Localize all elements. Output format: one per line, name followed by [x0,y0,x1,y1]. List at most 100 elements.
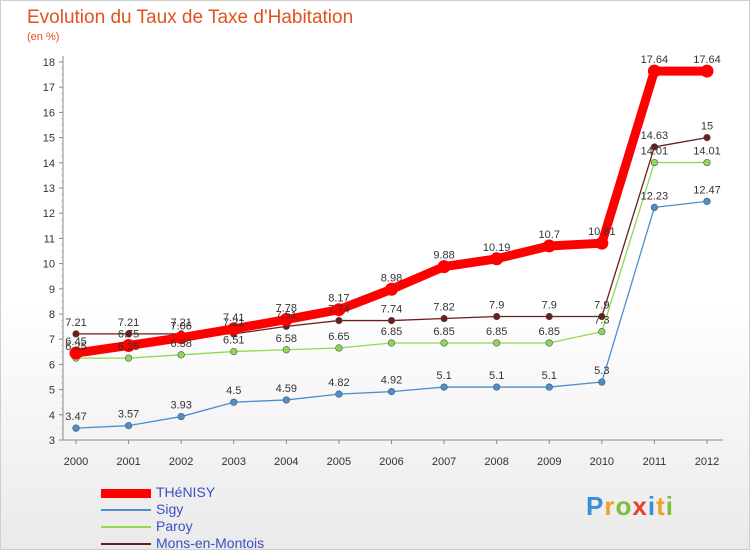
y-tick-label: 4 [49,410,55,422]
data-point-3 [124,330,133,338]
data-point-2 [493,339,501,347]
data-label: 6.51 [223,335,244,347]
x-tick-label: 2009 [537,456,561,468]
data-point-2 [440,339,448,347]
legend-item: Mons-en-Montois [101,535,401,552]
data-point-1 [72,424,80,432]
data-label: 3.57 [118,409,139,421]
data-point-2 [335,344,343,352]
legend-item: THéNISY [101,484,401,501]
data-label: 15 [701,121,713,133]
data-label: 7.9 [542,300,557,312]
x-tick-label: 2004 [274,456,298,468]
x-tick-label: 2008 [484,456,508,468]
logo-letter: t [656,491,666,521]
data-label: 7.51 [276,309,297,321]
data-point-1 [335,390,343,398]
legend-label: THéNISY [156,484,216,500]
x-tick-label: 2001 [116,456,140,468]
data-point-3 [440,314,448,323]
y-tick-label: 14 [43,158,55,170]
data-point-0 [595,236,609,250]
data-point-3 [72,330,80,338]
data-label: 6.85 [381,326,402,338]
data-label: 8.17 [328,293,349,305]
data-point-3 [493,312,501,321]
legend-swatch [101,543,151,545]
data-label: 7.3 [594,315,609,327]
x-tick-label: 2007 [432,456,456,468]
x-tick-label: 2012 [695,456,719,468]
y-tick-label: 16 [43,107,55,119]
data-point-0 [437,260,451,274]
y-tick-label: 17 [43,82,55,94]
data-label: 7.74 [328,304,349,316]
data-label: 6.85 [433,326,454,338]
data-label: 4.92 [381,375,402,387]
y-tick-label: 8 [49,309,55,321]
data-label: 7.9 [594,300,609,312]
x-tick-label: 2002 [169,456,193,468]
data-point-2 [545,339,553,347]
data-point-1 [598,378,606,386]
data-label: 6.75 [118,329,139,341]
data-label: 7.9 [489,300,504,312]
data-label: 8.98 [381,272,402,284]
data-point-3 [335,316,343,325]
data-point-1 [493,383,501,391]
data-point-2 [282,346,290,354]
legend-swatch [101,488,151,498]
data-label: 4.5 [226,385,241,397]
data-point-3 [545,312,553,321]
y-tick-label: 5 [49,385,55,397]
y-tick-label: 11 [44,233,55,245]
data-point-0 [174,331,188,345]
y-tick-label: 18 [43,57,55,69]
data-label: 14.63 [641,130,669,142]
data-label: 4.82 [328,377,349,389]
logo-letter: i [647,491,657,521]
data-label: 3.47 [65,411,86,423]
legend-label: Mons-en-Montois [156,535,265,551]
data-point-2 [650,158,659,167]
data-point-0 [490,252,504,266]
data-point-1 [440,383,448,391]
y-tick-label: 10 [43,259,55,271]
data-label: 6.25 [65,341,86,353]
data-label: 6.65 [328,331,349,343]
legend-label: Paroy [156,518,193,534]
logo-letter: o [615,491,633,521]
proxiti-logo: Proxiti [586,491,674,522]
data-point-2 [703,158,711,167]
data-label: 14.01 [641,146,669,158]
logo-letter: P [586,491,605,521]
data-label: 6.38 [170,338,191,350]
data-label: 7.21 [170,317,191,329]
data-point-3 [387,316,396,325]
logo-letter: r [604,491,616,521]
data-label: 9.88 [433,250,454,262]
data-label: 7.41 [223,312,244,324]
data-point-1 [387,388,396,396]
data-point-0 [227,322,241,336]
data-point-2 [387,339,396,347]
y-tick-label: 7 [49,334,55,346]
y-tick-label: 15 [43,133,55,145]
data-label: 12.47 [693,184,721,196]
data-point-3 [703,134,711,142]
data-label: 7.74 [381,304,402,316]
y-tick-label: 3 [49,435,55,447]
logo-letter: i [665,491,674,521]
data-point-2 [177,351,185,359]
data-point-0 [279,313,293,327]
data-label: 6.25 [118,341,139,353]
x-tick-label: 2011 [643,456,667,468]
data-label: 6.45 [65,336,86,348]
data-point-0 [122,339,136,352]
data-point-1 [282,396,290,404]
data-point-2 [124,354,133,362]
data-label: 17.64 [641,54,669,66]
data-label: 12.23 [641,190,669,202]
